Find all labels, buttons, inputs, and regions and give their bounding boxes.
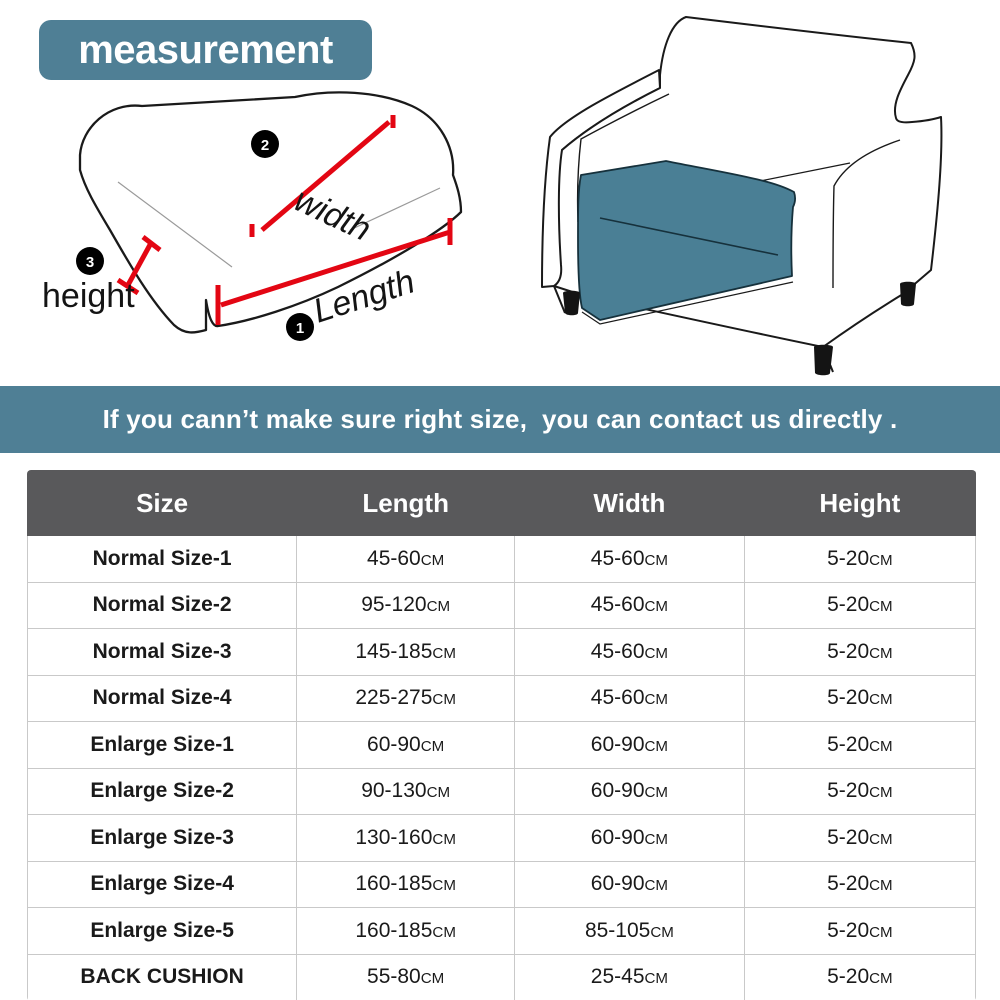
svg-text:2: 2 (261, 137, 269, 154)
svg-text:3: 3 (86, 254, 94, 271)
svg-text:height: height (42, 277, 135, 315)
svg-text:1: 1 (296, 320, 304, 337)
